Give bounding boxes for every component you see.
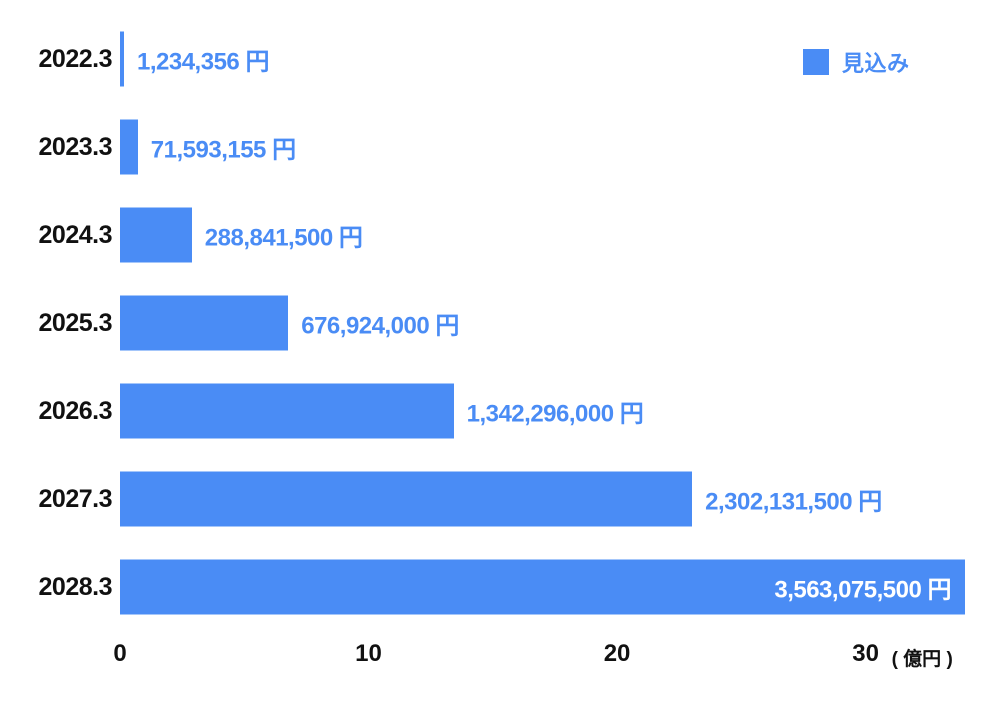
value-label: 1,342,296,000 円 [466, 400, 644, 428]
x-tick-label: 0 [113, 640, 127, 667]
chart-row: 2022.3 1,234,356 円 [0, 15, 1000, 103]
bar-track: 288,841,500 円 [120, 191, 965, 279]
value-label: 71,593,155 円 [150, 136, 296, 164]
x-tick-label: 20 [603, 640, 631, 667]
value-label: 676,924,000 円 [301, 312, 459, 340]
category-label: 2025.3 [38, 308, 113, 337]
bar-track: 2,302,131,500 円 [120, 455, 965, 543]
category-label: 2027.3 [38, 484, 113, 513]
bar [120, 559, 965, 615]
category-label: 2028.3 [38, 572, 113, 601]
legend-swatch-icon [803, 49, 829, 75]
legend-label: 見込み [842, 51, 910, 76]
bar-track: 71,593,155 円 [120, 103, 965, 191]
value-label: 288,841,500 円 [204, 224, 363, 252]
bar [120, 31, 124, 87]
chart-row: 2024.3 288,841,500 円 [0, 191, 1000, 279]
chart-rows: 2022.3 1,234,356 円 2023.3 71,593,155 円 2024.… [0, 15, 1000, 631]
bar [120, 383, 454, 439]
bar [120, 471, 693, 527]
bar-track: 676,924,000 円 [120, 279, 965, 367]
chart-row: 2025.3 676,924,000 円 [0, 279, 1000, 367]
bar [120, 207, 192, 263]
category-label: 2026.3 [38, 396, 113, 425]
value-label: 1,234,356 円 [137, 48, 269, 76]
chart-row: 2027.3 2,302,131,500 円 [0, 455, 1000, 543]
bar-track: 1,342,296,000 円 [120, 367, 965, 455]
bar-track: 3,563,075,500 円 [120, 543, 965, 631]
bar [120, 295, 289, 351]
bar [120, 119, 138, 175]
chart-row: 2028.3 3,563,075,500 円 [0, 543, 1000, 631]
category-label: 2023.3 [38, 132, 113, 161]
x-tick-label: 30 [852, 640, 879, 667]
value-label: 3,563,075,500 円 [774, 576, 951, 604]
legend: 見込み [803, 46, 910, 78]
category-label: 2024.3 [38, 220, 113, 249]
category-label: 2022.3 [38, 44, 113, 73]
chart-row: 2026.3 1,342,296,000 円 [0, 367, 1000, 455]
x-tick-label: 10 [355, 640, 382, 667]
value-label: 2,302,131,500 円 [705, 488, 882, 516]
bar-track: 1,234,356 円 [120, 15, 965, 103]
x-axis-unit-label: ( 億円 ) [891, 649, 953, 670]
chart-row: 2023.3 71,593,155 円 [0, 103, 1000, 191]
x-axis: ( 億円 ) 0 10 20 30 [113, 640, 965, 674]
